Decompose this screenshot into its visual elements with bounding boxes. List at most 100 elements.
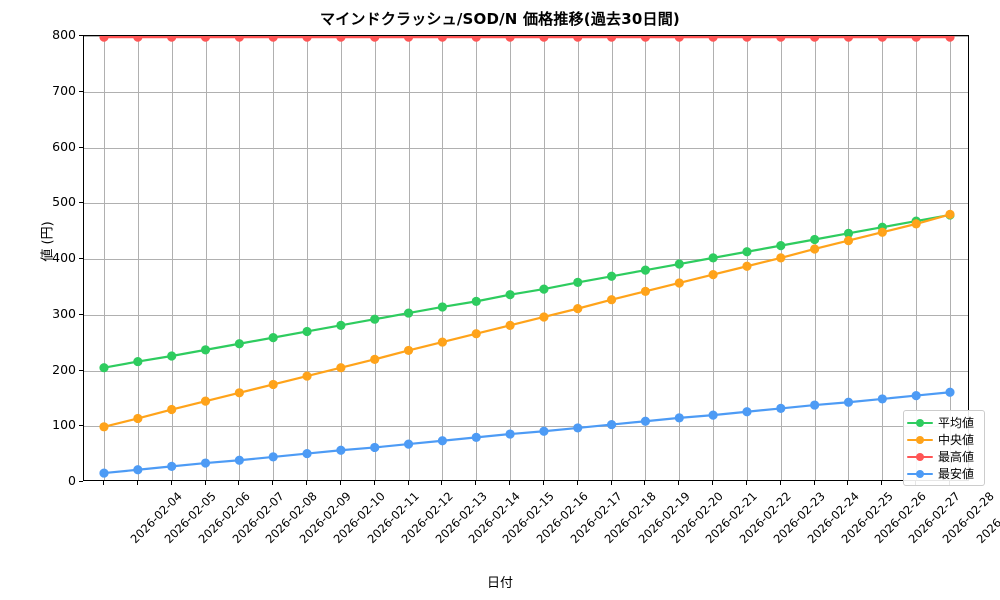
x-tick-mark bbox=[441, 481, 443, 485]
data-point-marker bbox=[810, 244, 820, 254]
gridline-vertical bbox=[340, 36, 342, 480]
y-tick-mark bbox=[79, 90, 83, 92]
series-group bbox=[99, 36, 955, 42]
data-point-marker bbox=[640, 286, 651, 296]
data-point-marker bbox=[99, 468, 109, 478]
gridline-vertical bbox=[679, 36, 681, 480]
legend-item[interactable]: 平均値 bbox=[907, 414, 980, 431]
data-point-marker bbox=[437, 337, 447, 347]
x-tick-mark bbox=[509, 481, 511, 485]
gridline-vertical bbox=[408, 36, 410, 480]
data-point-marker bbox=[200, 36, 211, 42]
gridline-vertical bbox=[577, 36, 579, 480]
y-tick-label: 400 bbox=[52, 250, 76, 265]
data-point-marker bbox=[674, 259, 684, 269]
data-point-marker bbox=[877, 36, 887, 42]
data-point-marker bbox=[742, 261, 752, 271]
gridline-vertical bbox=[205, 36, 207, 480]
y-tick-mark bbox=[79, 258, 83, 259]
gridline-vertical bbox=[848, 36, 850, 480]
legend-swatch-icon bbox=[907, 468, 933, 480]
data-point-marker bbox=[776, 241, 786, 251]
legend-item[interactable]: 最安値 bbox=[907, 465, 980, 482]
data-point-marker bbox=[234, 388, 244, 398]
legend-item[interactable]: 最高値 bbox=[907, 448, 980, 465]
legend-swatch-icon bbox=[907, 434, 933, 446]
x-tick-mark bbox=[170, 481, 172, 485]
gridline-vertical bbox=[543, 36, 545, 480]
y-tick-mark bbox=[79, 369, 83, 371]
data-point-marker bbox=[370, 36, 380, 42]
data-point-marker bbox=[607, 419, 617, 430]
gridline-vertical bbox=[476, 36, 478, 480]
data-point-marker bbox=[843, 236, 854, 246]
gridline-vertical bbox=[611, 36, 613, 480]
y-tick-mark bbox=[79, 202, 83, 204]
data-point-marker bbox=[640, 265, 651, 275]
data-point-marker bbox=[167, 461, 177, 471]
data-point-marker bbox=[167, 404, 177, 415]
data-point-marker bbox=[708, 36, 718, 42]
data-point-marker bbox=[133, 36, 143, 42]
data-point-marker bbox=[945, 36, 955, 42]
x-tick-mark bbox=[373, 481, 375, 485]
x-tick-mark bbox=[407, 481, 409, 485]
gridline-horizontal bbox=[84, 426, 968, 428]
chart-legend[interactable]: 平均値 中央値最高値最安値 bbox=[903, 410, 985, 486]
gridline-vertical bbox=[374, 36, 376, 480]
series-line bbox=[102, 213, 952, 428]
gridline-vertical bbox=[746, 36, 748, 480]
data-point-marker bbox=[505, 429, 515, 439]
data-point-marker bbox=[776, 36, 786, 42]
x-tick-mark bbox=[103, 481, 104, 485]
data-point-marker bbox=[471, 36, 481, 42]
data-point-marker bbox=[268, 333, 278, 343]
x-tick-mark bbox=[306, 481, 308, 485]
data-point-marker bbox=[674, 278, 684, 288]
gridline-horizontal bbox=[84, 147, 968, 149]
y-tick-mark bbox=[79, 35, 83, 36]
data-point-marker bbox=[843, 36, 854, 42]
gridline-vertical bbox=[950, 36, 951, 480]
legend-label: 最安値 bbox=[938, 467, 975, 481]
data-point-marker bbox=[911, 36, 921, 42]
data-point-marker bbox=[268, 379, 278, 390]
data-point-marker bbox=[403, 345, 414, 356]
gridline-vertical bbox=[137, 36, 139, 480]
y-tick-mark bbox=[79, 146, 83, 148]
data-point-marker bbox=[539, 36, 549, 42]
data-point-marker bbox=[607, 295, 617, 305]
gridline-vertical bbox=[239, 36, 241, 480]
data-point-marker bbox=[99, 422, 109, 432]
data-point-marker bbox=[640, 416, 651, 426]
data-point-marker bbox=[268, 452, 278, 462]
legend-item[interactable]: 中央値 bbox=[907, 431, 980, 448]
data-point-marker bbox=[742, 407, 752, 417]
data-point-marker bbox=[674, 413, 684, 423]
data-point-marker bbox=[99, 363, 109, 373]
data-point-marker bbox=[539, 284, 549, 294]
data-point-marker bbox=[336, 36, 346, 42]
data-point-marker bbox=[234, 339, 244, 349]
gridline-vertical bbox=[814, 36, 816, 480]
data-point-marker bbox=[810, 400, 820, 410]
x-tick-mark bbox=[610, 481, 612, 485]
legend-label: 最高値 bbox=[938, 450, 975, 464]
x-tick-mark bbox=[813, 481, 815, 485]
x-tick-mark bbox=[542, 481, 544, 485]
data-point-marker bbox=[810, 36, 820, 42]
data-point-marker bbox=[370, 354, 380, 364]
data-point-marker bbox=[640, 36, 651, 42]
data-point-marker bbox=[573, 423, 583, 433]
x-tick-mark bbox=[339, 481, 341, 485]
data-point-marker bbox=[234, 455, 244, 465]
data-point-marker bbox=[471, 296, 481, 306]
data-point-marker bbox=[877, 394, 887, 404]
y-tick-label: 600 bbox=[52, 138, 76, 154]
y-tick-label: 200 bbox=[52, 361, 76, 377]
data-point-marker bbox=[843, 228, 854, 238]
data-point-marker bbox=[336, 320, 346, 330]
data-point-marker bbox=[674, 36, 684, 42]
series-group bbox=[99, 209, 955, 432]
data-point-marker bbox=[539, 426, 549, 436]
